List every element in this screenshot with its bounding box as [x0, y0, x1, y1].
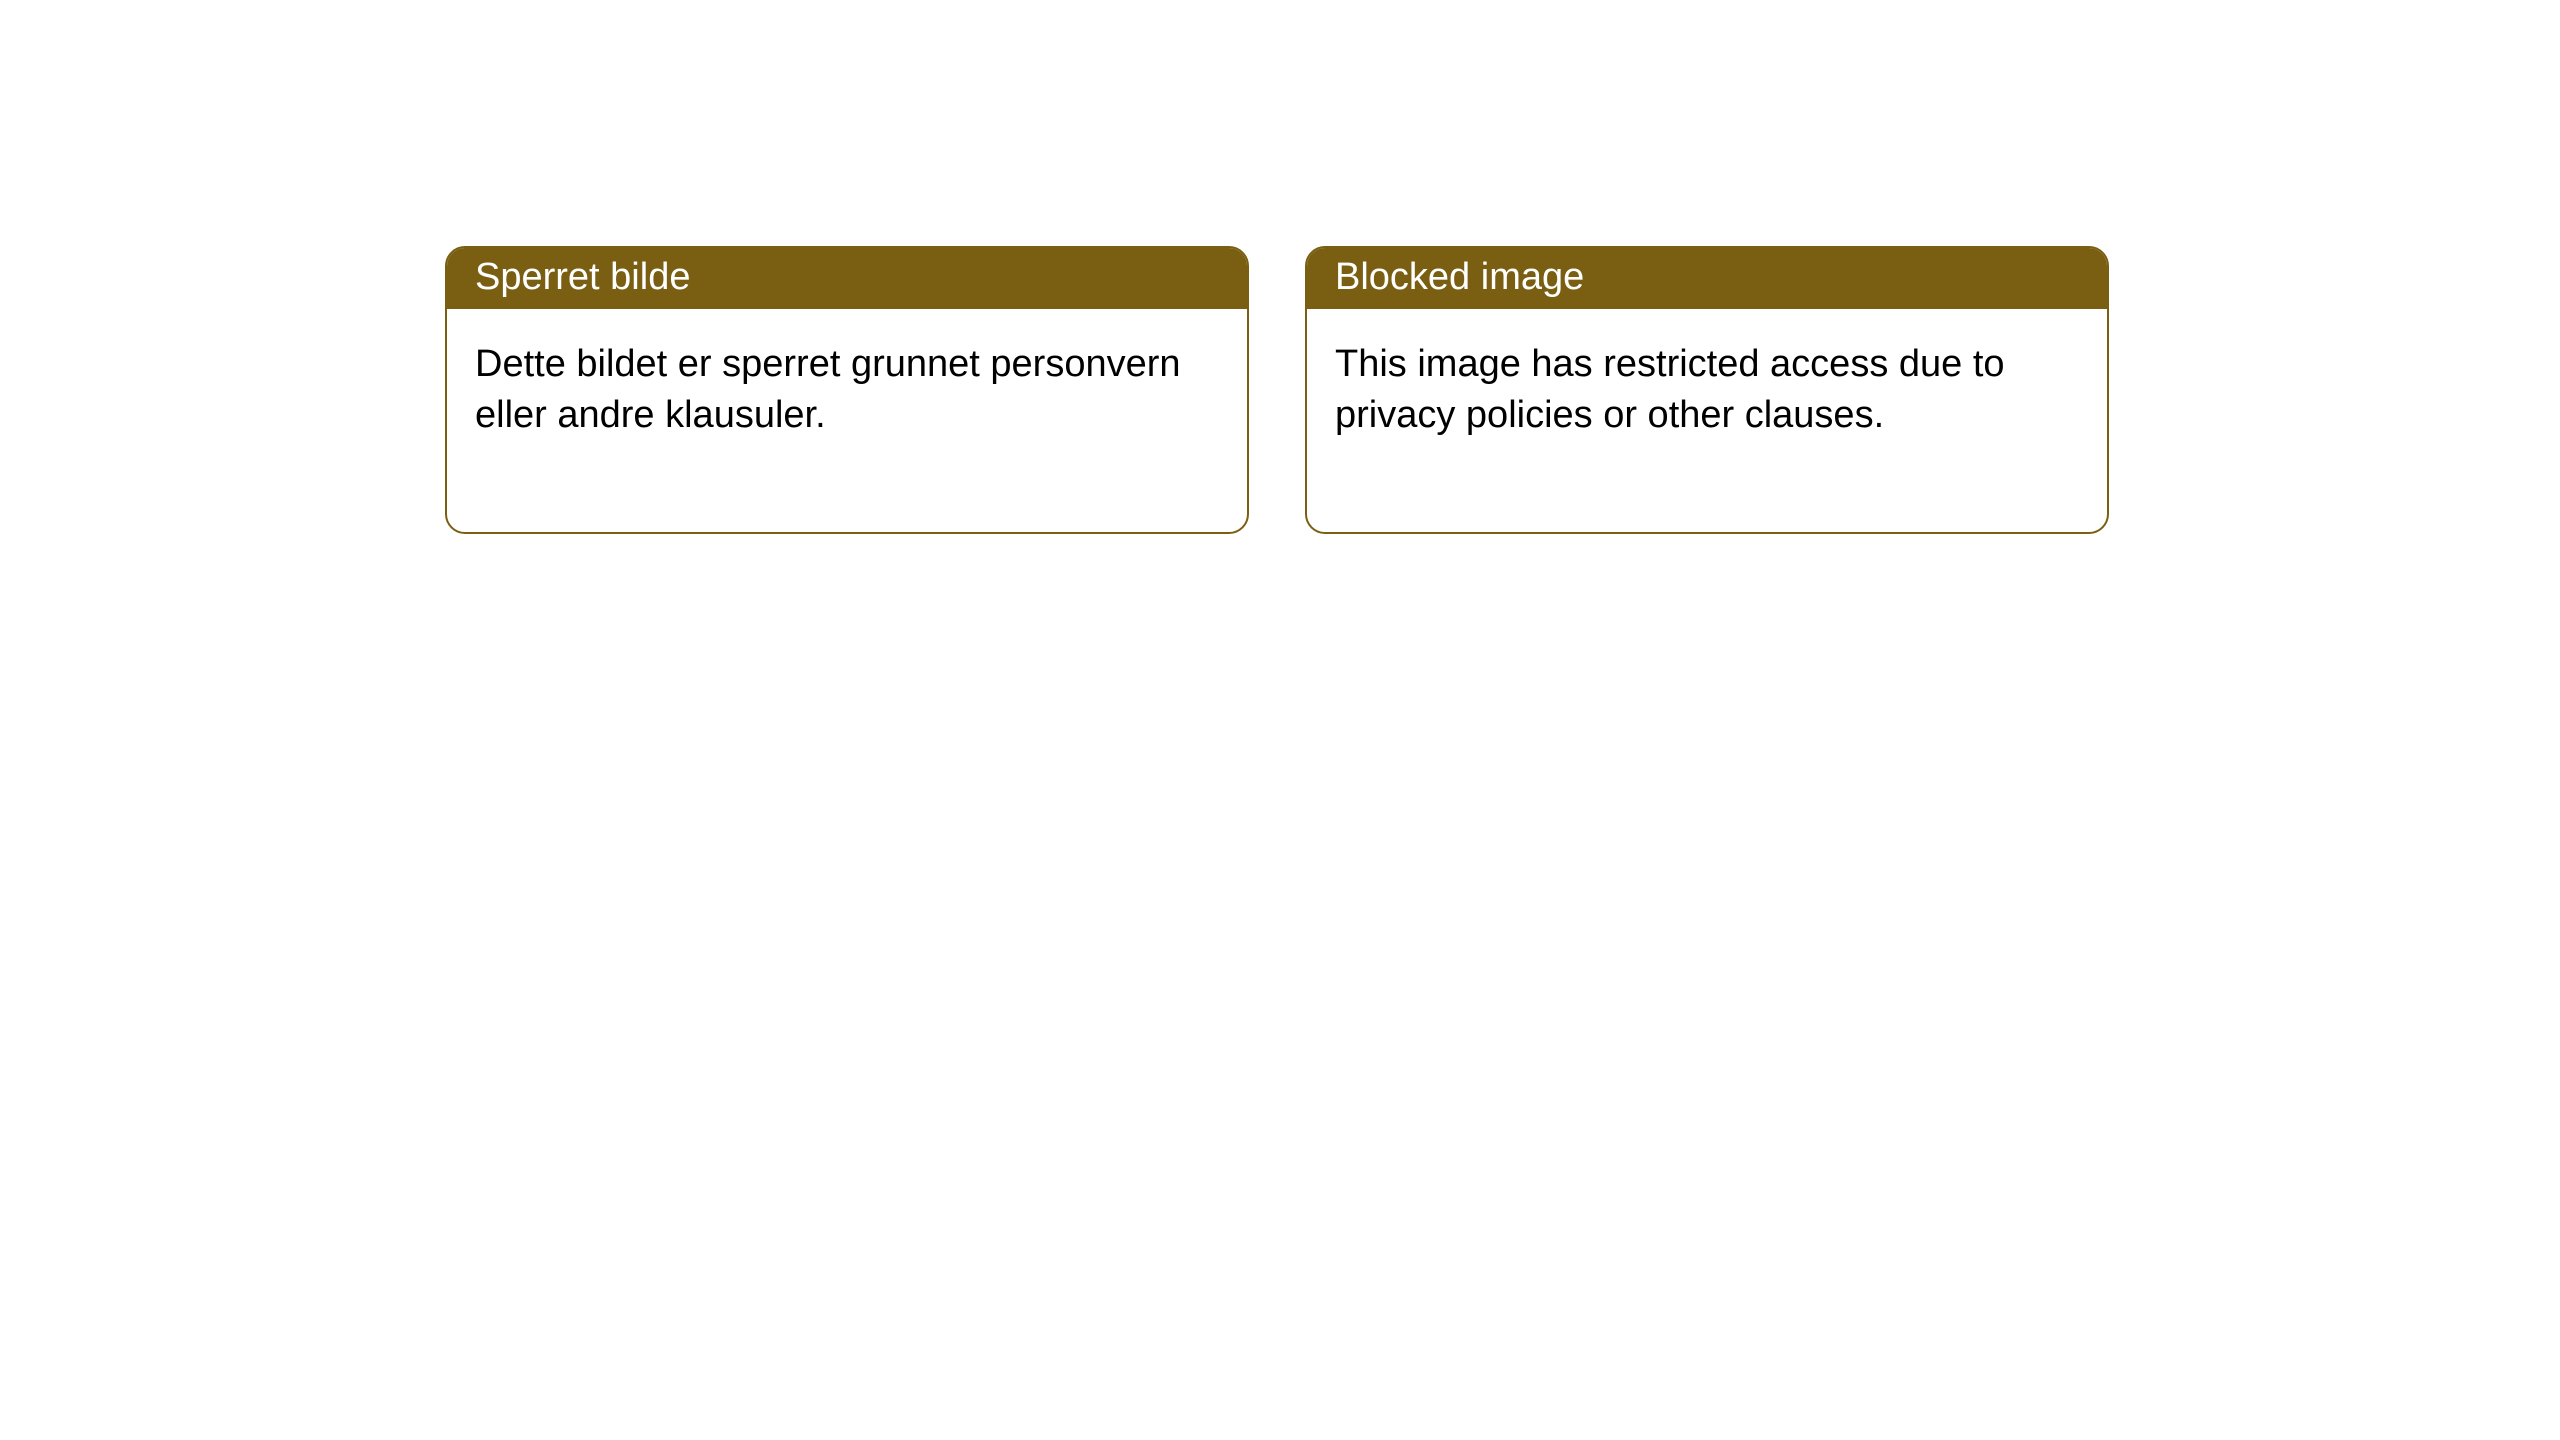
card-body: This image has restricted access due to …: [1307, 309, 2107, 532]
card-title: Blocked image: [1335, 256, 1584, 298]
card-body-text: This image has restricted access due to …: [1335, 343, 2005, 436]
card-body: Dette bildet er sperret grunnet personve…: [447, 309, 1247, 532]
blocked-image-card-en: Blocked image This image has restricted …: [1305, 246, 2109, 534]
card-title: Sperret bilde: [475, 256, 690, 298]
card-header: Blocked image: [1307, 248, 2107, 309]
card-header: Sperret bilde: [447, 248, 1247, 309]
card-container: Sperret bilde Dette bildet er sperret gr…: [445, 246, 2109, 534]
card-body-text: Dette bildet er sperret grunnet personve…: [475, 343, 1181, 436]
blocked-image-card-no: Sperret bilde Dette bildet er sperret gr…: [445, 246, 1249, 534]
